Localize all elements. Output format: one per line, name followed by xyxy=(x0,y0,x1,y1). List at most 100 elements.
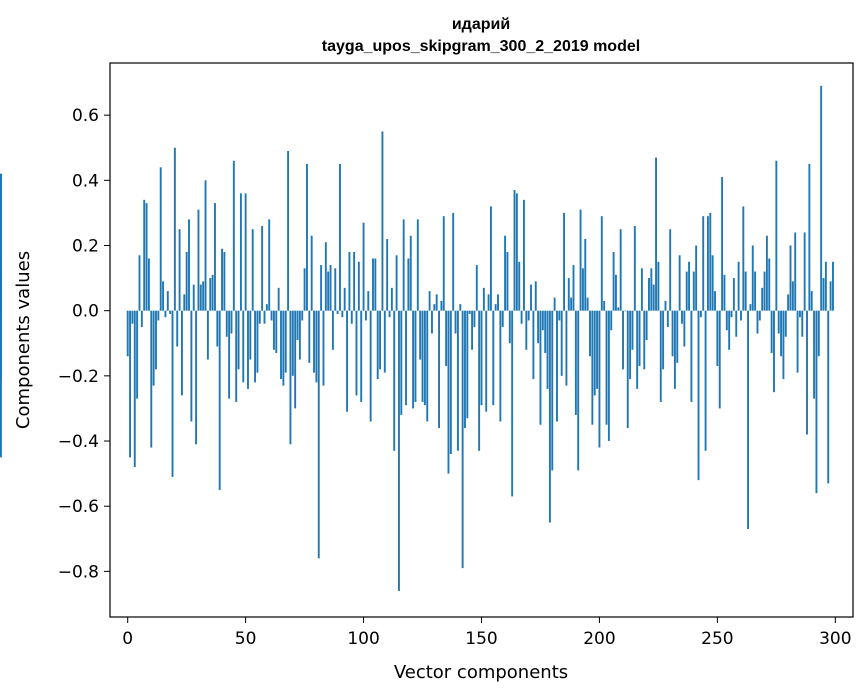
bar xyxy=(544,310,547,354)
bar xyxy=(626,310,629,428)
bar xyxy=(133,310,136,468)
bar xyxy=(546,310,549,389)
bar xyxy=(339,164,341,311)
bar xyxy=(445,310,448,367)
bar xyxy=(754,271,757,311)
bar xyxy=(388,310,391,318)
bar xyxy=(379,310,382,370)
bar xyxy=(822,278,825,311)
bar xyxy=(740,310,742,321)
bar xyxy=(303,268,306,311)
bar xyxy=(631,310,634,350)
bar xyxy=(791,281,794,311)
bar xyxy=(272,310,275,350)
bar xyxy=(671,310,674,357)
bar xyxy=(426,310,429,422)
bar xyxy=(360,310,363,402)
bar xyxy=(574,310,577,415)
bar xyxy=(247,310,249,389)
bar xyxy=(520,310,523,324)
x-axis-label: Vector components xyxy=(394,662,568,683)
y-tick-label: −0.6 xyxy=(58,497,99,517)
bar xyxy=(662,310,665,370)
bar xyxy=(735,310,738,337)
bar xyxy=(501,310,504,327)
bar xyxy=(251,229,254,311)
bar xyxy=(449,310,452,455)
bar xyxy=(166,291,169,311)
bar xyxy=(782,310,785,380)
bar xyxy=(353,252,356,311)
bar xyxy=(322,310,325,386)
bar xyxy=(228,310,231,399)
bar xyxy=(294,310,297,409)
bar xyxy=(157,310,160,321)
bar xyxy=(487,294,490,311)
bar xyxy=(225,310,228,337)
bar xyxy=(539,310,542,425)
bar xyxy=(605,310,608,425)
x-tick-label: 300 xyxy=(819,629,851,649)
bar xyxy=(747,310,749,530)
bar xyxy=(428,291,431,311)
bar xyxy=(820,85,823,311)
bar xyxy=(456,310,459,451)
bar xyxy=(591,310,594,425)
bar xyxy=(376,310,379,380)
y-axis-ticks: −0.8 −0.6 −0.4 −0.2 0.0 0.2 0.4 0.6 xyxy=(58,106,110,582)
y-tick-label: 0.4 xyxy=(72,171,99,191)
bar xyxy=(459,304,462,311)
y-tick-label: −0.8 xyxy=(58,562,99,582)
bar xyxy=(188,219,190,311)
bar xyxy=(718,310,721,409)
chart-subtitle: tayga_upos_skipgram_300_2_2019 model xyxy=(322,38,640,55)
bar xyxy=(832,261,834,311)
bar xyxy=(348,252,351,311)
bar xyxy=(648,278,650,311)
bar xyxy=(787,294,790,311)
bar xyxy=(598,310,601,448)
y-tick-label: −0.2 xyxy=(58,367,99,387)
bar xyxy=(619,229,622,311)
bar xyxy=(572,265,575,311)
bar xyxy=(638,310,641,367)
bar xyxy=(702,216,705,311)
bar xyxy=(447,310,450,474)
chart-title: идарий xyxy=(452,16,510,33)
bar xyxy=(176,310,179,347)
bar xyxy=(414,310,417,402)
bar xyxy=(346,310,348,412)
bar xyxy=(206,310,209,360)
bar xyxy=(268,219,271,311)
bar xyxy=(676,310,679,363)
bar xyxy=(692,271,695,311)
bar xyxy=(615,274,617,311)
bar xyxy=(525,310,528,350)
bar xyxy=(155,310,157,370)
bar xyxy=(421,310,424,402)
bar xyxy=(419,310,422,360)
bar xyxy=(197,209,200,311)
bar xyxy=(808,164,811,311)
bar xyxy=(407,258,410,311)
bar xyxy=(768,258,771,311)
bar xyxy=(131,310,134,324)
bar xyxy=(581,268,584,311)
bar xyxy=(129,310,131,458)
bar xyxy=(558,310,561,321)
bar xyxy=(584,238,587,311)
bar xyxy=(289,310,292,445)
bar xyxy=(716,310,719,367)
bar xyxy=(511,310,514,497)
bar xyxy=(374,258,377,311)
bar xyxy=(685,271,688,311)
bar xyxy=(553,297,556,311)
bar xyxy=(794,232,797,311)
bar xyxy=(138,255,141,311)
bar xyxy=(145,203,148,311)
bar xyxy=(796,310,799,373)
bar xyxy=(398,310,400,591)
bar xyxy=(265,304,268,311)
bar xyxy=(761,287,764,311)
bar xyxy=(789,245,792,311)
